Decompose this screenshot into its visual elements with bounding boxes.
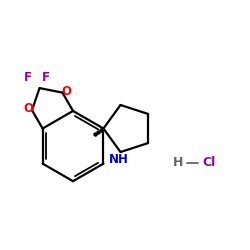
- Text: Cl: Cl: [203, 156, 216, 170]
- Text: O: O: [23, 102, 33, 115]
- Text: O: O: [61, 85, 71, 98]
- Text: H: H: [173, 156, 184, 170]
- Text: NH: NH: [109, 154, 129, 166]
- Text: F: F: [24, 71, 32, 84]
- Text: F: F: [42, 71, 50, 84]
